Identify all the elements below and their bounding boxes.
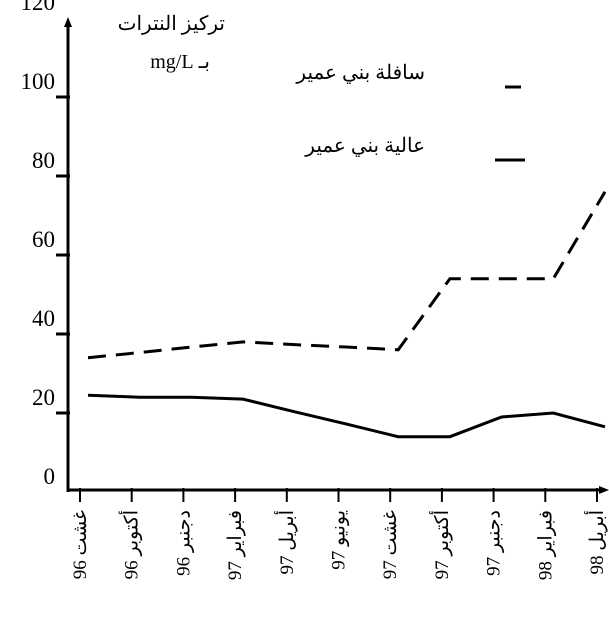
x-tick-label: غشت 96 xyxy=(70,510,91,579)
y-tick-label: 120 xyxy=(21,0,56,15)
y-axis-label: تركيز النترات xyxy=(118,13,225,35)
y-axis-label: بـ mg/L xyxy=(150,51,210,73)
y-tick-label: 100 xyxy=(21,69,56,94)
x-tick-label: أبريل 98 xyxy=(583,510,608,574)
legend-label: سافلة بني عمير xyxy=(295,62,425,84)
x-tick-label: يونيو 97 xyxy=(329,510,350,570)
y-tick-label: 20 xyxy=(32,385,55,410)
y-tick-label: 80 xyxy=(32,148,55,173)
y-tick-label: 0 xyxy=(44,464,56,489)
y-tick-label: 60 xyxy=(32,227,55,252)
x-tick-label: فبراير 98 xyxy=(535,510,556,580)
x-tick-label: غشت 97 xyxy=(380,510,401,579)
x-tick-label: دجنبر 97 xyxy=(484,510,505,576)
x-tick-label: فبراير 97 xyxy=(225,510,246,580)
x-tick-label: أبريل 97 xyxy=(273,510,298,574)
legend-label: عالية بني عمير xyxy=(304,135,425,157)
y-tick-label: 40 xyxy=(32,306,55,331)
x-tick-label: أكتوبر 97 xyxy=(428,510,453,579)
x-tick-label: أكتوبر 96 xyxy=(118,510,143,579)
x-tick-label: دجنبر 96 xyxy=(173,510,194,576)
line xyxy=(87,191,607,360)
line xyxy=(87,393,606,439)
